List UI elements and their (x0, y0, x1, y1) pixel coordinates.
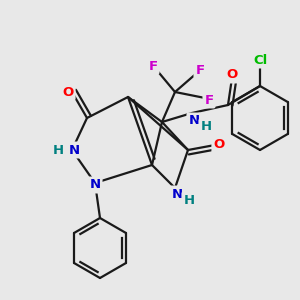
Text: N: N (171, 188, 183, 200)
Text: H: H (53, 143, 64, 157)
Text: N: N (68, 143, 80, 157)
Text: H: H (183, 194, 195, 206)
Text: F: F (195, 64, 205, 76)
Text: Cl: Cl (253, 53, 267, 67)
Text: O: O (226, 68, 238, 82)
Text: O: O (213, 139, 225, 152)
Text: N: N (89, 178, 100, 191)
Text: N: N (188, 115, 200, 128)
Text: H: H (200, 121, 211, 134)
Text: F: F (204, 94, 214, 106)
Text: F: F (148, 59, 158, 73)
Text: O: O (62, 85, 74, 98)
